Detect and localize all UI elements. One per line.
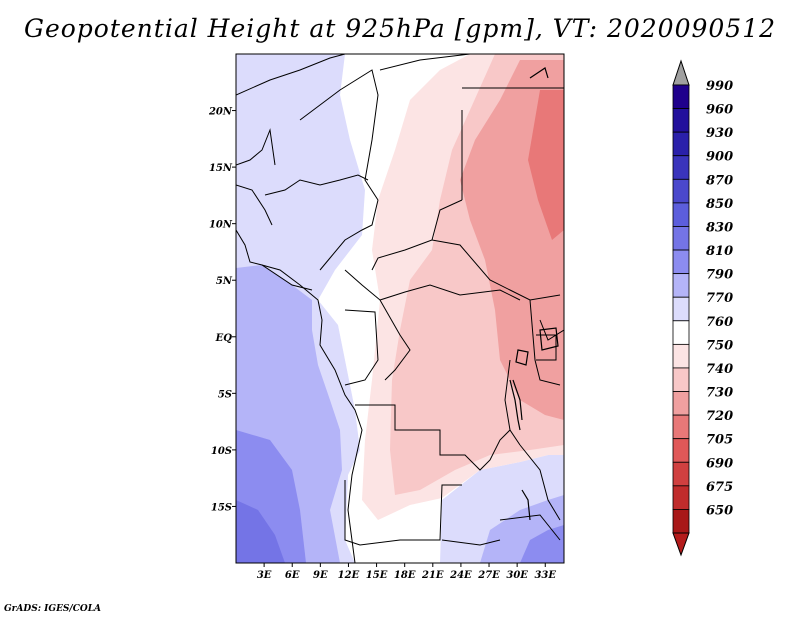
colorbar-swatch [672, 320, 690, 345]
colorbar-swatch [672, 202, 690, 227]
lon-tick-label: 27E [477, 570, 500, 581]
colorbar-label: 770 [706, 291, 733, 306]
colorbar-swatch [672, 296, 690, 322]
colorbar-swatch [672, 438, 690, 463]
lat-tick-label: EQ [215, 333, 233, 344]
map-frame [235, 53, 565, 564]
colorbar-label: 960 [706, 103, 733, 118]
field-810-band-se [520, 525, 564, 563]
field-720-band [528, 90, 564, 240]
colorbar-swatch [672, 155, 690, 180]
colorbar-top-triangle [672, 59, 690, 86]
colorbar-swatch [672, 367, 690, 392]
lon-tick-label: 15E [366, 570, 388, 581]
colorbar-label: 675 [706, 480, 733, 495]
colorbar-label: 830 [706, 220, 733, 235]
colorbar-label: 990 [706, 79, 733, 94]
grads-credit: GrADS: IGES/COLA [4, 604, 102, 614]
lon-tick-label: 21E [421, 570, 444, 581]
lat-tick-label: 20N [208, 107, 233, 118]
colorbar-swatch [672, 509, 690, 534]
latitude-axis: 20N 15N 10N 5N EQ 5S 10S 15S [208, 107, 236, 513]
lon-tick-label: 33E [534, 570, 556, 581]
colorbar-label: 810 [706, 244, 733, 259]
height-field [236, 54, 564, 563]
colorbar-label: 690 [706, 456, 733, 471]
lakes [509, 67, 559, 521]
colorbar-swatch [672, 343, 690, 369]
colorbar-swatch [672, 226, 690, 251]
longitude-axis: 3E 6E 9E 12E 15E 18E 21E 24E 27E 30E 33E [257, 563, 556, 581]
colorbar-label: 900 [706, 150, 733, 165]
colorbar-label: 850 [706, 197, 733, 212]
colorbar-label: 730 [706, 386, 733, 401]
colorbar-label: 870 [706, 173, 733, 188]
lat-tick-label: 10S [211, 446, 232, 457]
colorbar-swatch [672, 249, 690, 275]
map-title: Geopotential Height at 925hPa [gpm], VT:… [23, 14, 777, 43]
lat-tick-label: 10N [209, 220, 233, 231]
colorbar-bottom-triangle [672, 532, 690, 557]
colorbar-swatch [672, 131, 690, 157]
colorbar-swatch [672, 485, 690, 510]
coastline [261, 264, 363, 563]
colorbar-swatch [672, 273, 690, 298]
colorbar-swatch [672, 84, 690, 109]
colorbar-label: 720 [706, 409, 733, 424]
lat-tick-label: 5N [216, 276, 233, 287]
lat-tick-label: 15N [209, 163, 233, 174]
country-borders [236, 54, 564, 546]
lat-tick-label: 5S [218, 389, 232, 400]
colorbar-label: 750 [706, 338, 733, 353]
lon-tick-label: 24E [449, 570, 472, 581]
field-830-band [236, 500, 285, 563]
colorbar-label: 930 [706, 126, 733, 141]
lon-tick-label: 30E [506, 570, 528, 581]
lon-tick-label: 6E [285, 570, 300, 581]
colorbar-label: 705 [706, 433, 733, 448]
lat-tick-label: 15S [211, 502, 232, 513]
colorbar-swatch [672, 461, 690, 487]
colorbar-label: 740 [706, 362, 733, 377]
colorbar-label: 760 [706, 315, 733, 330]
lon-tick-label: 9E [313, 570, 328, 581]
lon-tick-label: 3E [257, 570, 272, 581]
colorbar-swatch [672, 178, 690, 204]
colorbar-label: 790 [706, 268, 733, 283]
colorbar: 990 960 930 900 870 850 830 810 790 770 760 750 740 7… [672, 59, 733, 557]
colorbar-swatch [672, 414, 690, 440]
colorbar-swatch [672, 391, 690, 416]
colorbar-label: 650 [706, 503, 733, 518]
lon-tick-label: 12E [338, 570, 360, 581]
lon-tick-label: 18E [394, 570, 416, 581]
colorbar-swatch [672, 108, 690, 133]
